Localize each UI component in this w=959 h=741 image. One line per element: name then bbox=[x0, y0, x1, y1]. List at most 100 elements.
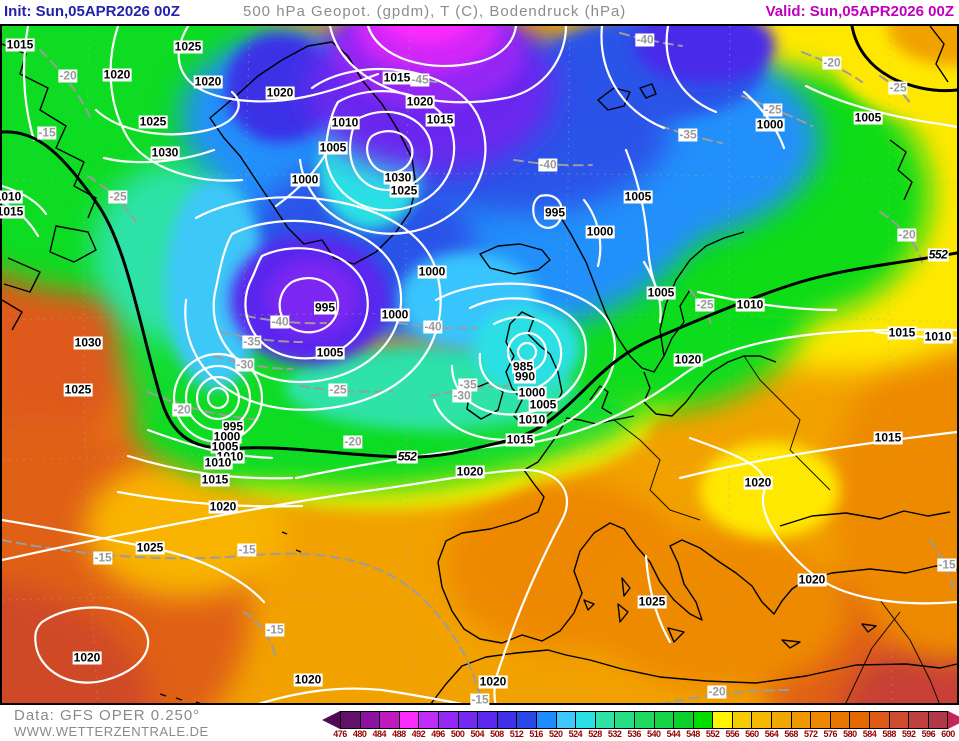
colorbar-tick: 596 bbox=[921, 729, 936, 739]
colorbar-segment bbox=[437, 712, 458, 728]
pressure-label: 1015 bbox=[887, 325, 917, 340]
pressure-label: 1015 bbox=[0, 205, 25, 219]
pressure-label: 1020 bbox=[797, 572, 827, 587]
colorbar-tick: 580 bbox=[843, 729, 857, 739]
colorbar-segment bbox=[653, 712, 674, 728]
footer: Data: GFS OPER 0.250° WWW.WETTERZENTRALE… bbox=[0, 705, 959, 741]
colorbar-right-arrow-icon bbox=[948, 711, 959, 729]
pressure-label: 1015 bbox=[5, 37, 35, 52]
colorbar-tick: 516 bbox=[529, 729, 543, 739]
pressure-label: 1000 bbox=[290, 172, 320, 187]
pressure-label: 1020 bbox=[72, 650, 102, 665]
pressure-label: 1030 bbox=[73, 335, 103, 350]
colorbar-tick: 600 bbox=[941, 729, 955, 739]
header: Init: Sun,05APR2026 00Z 500 hPa Geopot. … bbox=[0, 0, 959, 24]
temperature-label: -15 bbox=[237, 542, 257, 557]
colorbar-segment bbox=[673, 712, 693, 728]
pressure-label: 1030 bbox=[150, 145, 180, 160]
colorbar-tick: 552 bbox=[705, 729, 720, 739]
pressure-label: 1020 bbox=[102, 67, 132, 82]
pressure-label: 995 bbox=[543, 205, 567, 220]
colorbar-segment bbox=[790, 712, 811, 728]
pressure-label: 1025 bbox=[63, 382, 93, 397]
pressure-label: 995 bbox=[221, 419, 245, 434]
colorbar-segment bbox=[712, 712, 732, 728]
pressure-label: 1020 bbox=[208, 499, 238, 514]
colorbar-tick: 576 bbox=[823, 729, 838, 739]
temperature-label: -35 bbox=[458, 377, 478, 392]
temperature-label: -40 bbox=[270, 314, 290, 329]
geopotential-552-label: 552 bbox=[927, 247, 949, 262]
data-source-label: Data: GFS OPER 0.250° bbox=[14, 707, 201, 724]
valid-time-label: Valid: Sun,05APR2026 00Z bbox=[765, 3, 954, 20]
colorbar-tick: 584 bbox=[862, 729, 877, 739]
colorbar-tick: 512 bbox=[509, 729, 524, 739]
pressure-label: 1020 bbox=[743, 475, 773, 490]
pressure-label: 1020 bbox=[673, 352, 703, 367]
pressure-label: 1025 bbox=[173, 39, 203, 54]
colorbar-segment bbox=[341, 712, 360, 728]
colorbar-tick: 524 bbox=[568, 729, 583, 739]
pressure-label: 1005 bbox=[528, 397, 558, 412]
temperature-label: -35 bbox=[678, 127, 698, 142]
colorbar-segment bbox=[359, 712, 380, 728]
pressure-label: 1020 bbox=[478, 674, 508, 689]
colorbar-segment bbox=[908, 712, 928, 728]
colorbar-tick: 500 bbox=[450, 729, 465, 739]
pressure-label: 1015 bbox=[425, 112, 455, 127]
temperature-label: -15 bbox=[93, 550, 113, 565]
colorbar-segment bbox=[633, 712, 654, 728]
temperature-label: -35 bbox=[242, 334, 262, 349]
colorbar-tick: 520 bbox=[548, 729, 563, 739]
colorbar-segment bbox=[927, 712, 948, 728]
pressure-label: 1015 bbox=[382, 70, 412, 85]
temperature-label: -20 bbox=[172, 402, 192, 417]
colorbar-tick: 488 bbox=[392, 729, 406, 739]
colorbar-segment bbox=[614, 712, 634, 728]
colorbar-tick: 504 bbox=[470, 729, 485, 739]
pressure-label: 1005 bbox=[315, 345, 345, 360]
pressure-label: 1020 bbox=[265, 85, 295, 100]
graticule-layer bbox=[2, 26, 957, 704]
pressure-label: 1000 bbox=[380, 307, 410, 322]
temperature-label: -30 bbox=[235, 357, 255, 372]
pressure-label: 1020 bbox=[193, 74, 223, 89]
colorbar-tick: 572 bbox=[803, 729, 818, 739]
pressure-label: 1025 bbox=[637, 594, 667, 609]
colorbar-tick: 564 bbox=[764, 729, 779, 739]
colorbar-segment bbox=[398, 712, 419, 728]
colorbar-segment bbox=[535, 712, 556, 728]
pressure-label: 1020 bbox=[455, 464, 485, 479]
temperature-label: -20 bbox=[897, 227, 917, 242]
pressure-label: 1005 bbox=[853, 110, 883, 125]
colorbar-segment bbox=[810, 712, 830, 728]
pressure-label: 1025 bbox=[135, 540, 165, 555]
colorbar-segment bbox=[555, 712, 576, 728]
colorbar-segment bbox=[829, 712, 850, 728]
colorbar-tick: 476 bbox=[333, 729, 347, 739]
colorbar-segment bbox=[849, 712, 870, 728]
colorbar-segment bbox=[418, 712, 438, 728]
colorbar-tick: 540 bbox=[647, 729, 661, 739]
pressure-label: 1005 bbox=[646, 285, 676, 300]
temperature-label: -15 bbox=[37, 125, 57, 140]
colorbar-segment bbox=[477, 712, 497, 728]
colorbar-segment bbox=[731, 712, 752, 728]
pressure-label: 1030 bbox=[383, 170, 413, 185]
colorbar-segment bbox=[869, 712, 889, 728]
temperature-label: -25 bbox=[888, 80, 908, 95]
pressure-label: 1025 bbox=[138, 114, 168, 129]
colorbar-segment bbox=[692, 712, 713, 728]
pressure-label: 1020 bbox=[405, 94, 435, 109]
colorbar-segments bbox=[340, 711, 949, 729]
geopotential-552-label: 552 bbox=[396, 449, 418, 464]
geopot-552-contour bbox=[2, 26, 957, 459]
colorbar-segment bbox=[594, 712, 615, 728]
colorbar-tick: 560 bbox=[745, 729, 759, 739]
map-title: 500 hPa Geopot. (gpdm), T (C), Bodendruc… bbox=[243, 3, 627, 20]
colorbar-segment bbox=[771, 712, 791, 728]
pressure-label: 1000 bbox=[755, 117, 785, 132]
temperature-label: -20 bbox=[822, 55, 842, 70]
